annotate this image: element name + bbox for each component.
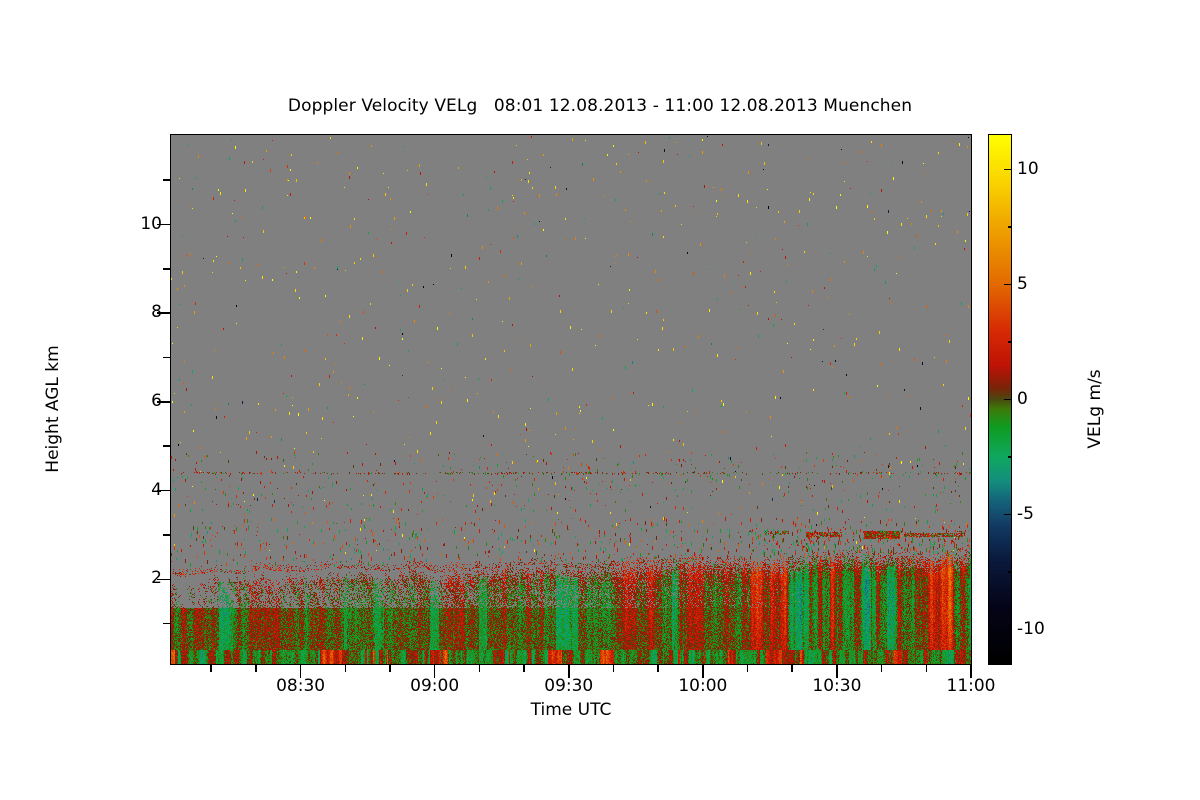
colorbar-gradient (989, 135, 1011, 664)
plot-area[interactable] (170, 134, 972, 665)
colorbar-tick-5 (1004, 283, 1012, 286)
colorbar-tick-label-5: 5 (1017, 273, 1028, 294)
y-tick-label-2: 2 (151, 568, 162, 589)
colorbar-tick-label-10: 10 (1017, 158, 1039, 179)
x-minor-tick (746, 665, 749, 672)
y-tick-2 (157, 578, 170, 581)
x-minor-tick (210, 665, 213, 672)
colorbar-tick-label--5: -5 (1017, 503, 1034, 524)
x-tick-label-0830: 08:30 (276, 676, 326, 696)
colorbar-tick-10 (1004, 168, 1012, 171)
y-tick-10 (157, 223, 170, 226)
x-minor-tick (523, 665, 525, 672)
y-tick-4 (157, 489, 170, 492)
colorbar-tick-0 (1004, 398, 1012, 401)
x-tick-1000 (702, 665, 704, 678)
x-tick-label-0930: 09:30 (544, 676, 594, 696)
y-tick-label-8: 8 (151, 302, 162, 323)
y-tick-label-4: 4 (151, 479, 162, 500)
x-minor-tick (389, 665, 391, 672)
y-axis-label: Height AGL km (43, 345, 63, 473)
y-minor-tick (163, 268, 170, 270)
x-tick-0830 (299, 665, 302, 678)
x-minor-tick (478, 665, 481, 672)
chart-title: Doppler Velocity VELg 08:01 12.08.2013 -… (287, 96, 913, 116)
x-minor-tick (344, 665, 347, 672)
y-tick-6 (157, 401, 170, 403)
doppler-velocity-heatmap (171, 135, 971, 664)
x-tick-1030 (836, 665, 838, 678)
colorbar-tick--10 (1004, 628, 1012, 631)
colorbar-minor-tick (1008, 571, 1012, 573)
x-minor-tick (657, 665, 659, 672)
x-minor-tick (925, 665, 928, 672)
y-minor-tick (163, 622, 170, 625)
y-minor-tick (163, 534, 170, 536)
colorbar-tick-label--10: -10 (1017, 618, 1045, 639)
colorbar-minor-tick (1008, 226, 1012, 228)
y-minor-tick (163, 445, 170, 448)
x-tick-label-0900: 09:00 (410, 676, 460, 696)
x-tick-label-1000: 10:00 (678, 676, 728, 696)
colorbar-tick-label-0: 0 (1017, 388, 1028, 409)
x-minor-tick (880, 665, 883, 672)
x-minor-tick (255, 665, 257, 672)
colorbar-minor-tick (1008, 456, 1012, 458)
colorbar-tick--5 (1004, 513, 1012, 516)
colorbar-label: VELg m/s (1085, 369, 1105, 449)
x-axis-label: Time UTC (530, 700, 612, 720)
y-tick-8 (157, 312, 170, 315)
y-tick-label-6: 6 (151, 390, 162, 411)
y-minor-tick (163, 356, 170, 359)
y-minor-tick (163, 179, 170, 182)
colorbar-minor-tick (1008, 341, 1012, 343)
x-tick-1100 (970, 665, 972, 678)
y-tick-label-10: 10 (140, 213, 162, 234)
x-tick-label-1030: 10:30 (812, 676, 862, 696)
x-minor-tick (791, 665, 794, 672)
x-tick-0900 (433, 665, 436, 678)
x-tick-label-1100: 11:00 (946, 676, 996, 696)
x-tick-0930 (567, 665, 570, 678)
x-minor-tick (612, 665, 615, 672)
